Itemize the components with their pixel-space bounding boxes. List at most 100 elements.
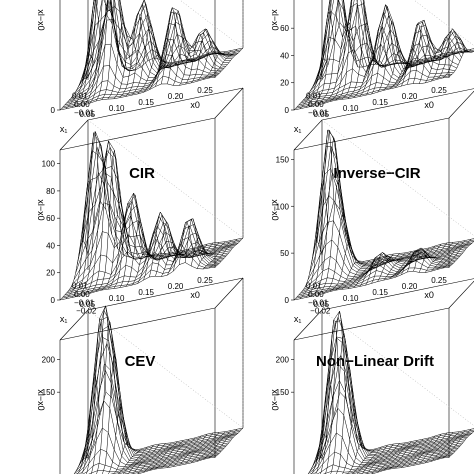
surface-mesh-line [167, 247, 196, 276]
surface-mesh-line [119, 192, 148, 288]
z-axis-label: xl−x0 [36, 9, 46, 30]
x1-tick-label: 0.00 [308, 290, 324, 299]
surface-mesh-line [341, 260, 370, 290]
surface-mesh-line [359, 254, 388, 287]
surface-mesh-line [407, 435, 436, 467]
z-tick-label: 200 [276, 356, 290, 365]
surface-mesh-line [179, 433, 208, 466]
surface-mesh-line [113, 38, 142, 99]
surface-mesh-line [178, 46, 208, 86]
surface-mesh-line [320, 319, 341, 474]
surface-mesh-line [347, 21, 376, 99]
x0-tick-label: 0.20 [168, 92, 184, 101]
surface-mesh-line [305, 129, 335, 298]
surface-mesh-line [214, 427, 244, 458]
surface-mesh-line [430, 36, 460, 82]
surface-mesh-line [81, 376, 101, 474]
surface-mesh-line [89, 140, 119, 294]
x0-axis-label: x0 [190, 290, 200, 300]
x0-tick-label: 0.05 [79, 110, 95, 119]
box-edge [293, 307, 450, 341]
surface-mesh-line [59, 240, 89, 301]
x0-tick-label: 0.20 [168, 282, 184, 291]
box-edge [59, 119, 89, 151]
x0-tick-label: 0.25 [431, 86, 447, 95]
surface-mesh-line [412, 19, 442, 84]
x1-tick-label: 0.01 [306, 282, 322, 291]
x0-axis-label: x0 [424, 290, 434, 300]
surface-mesh-line [89, 10, 119, 104]
x0-tick-label: 0.10 [109, 294, 125, 303]
surface-mesh-line [299, 180, 329, 299]
x0-tick-label: 0.15 [372, 98, 388, 107]
surface-mesh-line [356, 446, 382, 474]
surface-mesh-line [214, 237, 244, 268]
z-tick-label: 150 [42, 388, 56, 397]
box-edge [59, 117, 216, 151]
surface-mesh-line [208, 49, 238, 79]
surface-mesh-line [329, 22, 359, 102]
x0-axis-label: x0 [190, 100, 200, 110]
box-edge [321, 278, 474, 311]
box-dotted-edge [87, 309, 244, 429]
surface-mesh-line [407, 245, 436, 273]
surface-mesh-line [72, 200, 228, 285]
box-edge [293, 119, 323, 151]
x0-tick-label: 0.20 [402, 92, 418, 101]
surface-mesh-line [389, 440, 418, 470]
surface-mesh-line [442, 429, 472, 459]
surface-mesh-line [311, 0, 341, 107]
surface-mesh-line [366, 443, 394, 474]
surface-mesh-line [73, 457, 89, 474]
box-edge [321, 88, 474, 121]
x1-tick-label: 0.01 [72, 282, 88, 291]
surface-mesh-line [371, 252, 400, 284]
z-tick-label: 0 [285, 106, 290, 115]
surface-mesh-line [353, 59, 382, 98]
surface-mesh-line [77, 142, 107, 297]
surface-mesh-line [149, 441, 178, 471]
x0-tick-label: 0.10 [343, 104, 359, 113]
surface-mesh-line [65, 180, 95, 299]
box-edge [214, 277, 244, 309]
x0-tick-label: 0.25 [431, 276, 447, 285]
z-tick-label: 0 [51, 296, 56, 305]
x0-axis-label: x0 [424, 100, 434, 110]
x0-tick-label: 0.10 [343, 294, 359, 303]
surface-mesh-line [359, 57, 388, 97]
surface-mesh-line [136, 456, 216, 474]
surface-mesh-line [293, 241, 323, 301]
x0-tick-label: 0.05 [313, 110, 329, 119]
x1-axis-label: x₁ [294, 124, 302, 134]
surface-mesh-line [309, 2, 465, 93]
surface-mesh-line [77, 0, 107, 107]
x0-tick-label: 0.20 [402, 282, 418, 291]
z-axis-label: xl−x0 [270, 9, 280, 30]
surface-mesh-line [323, 214, 353, 294]
surface-mesh-line [307, 3, 464, 95]
box-dotted-edge [413, 0, 474, 47]
panels-layer: 0xl−x00.010.00−0.010.050.100.150.200.25x… [36, 0, 474, 474]
z-axis-label: xl−x0 [36, 199, 46, 220]
surface-mesh-line [335, 0, 364, 101]
z-tick-label: 60 [46, 214, 55, 223]
surface-mesh-line [137, 253, 166, 284]
surface-mesh-line [436, 28, 466, 80]
surface-mesh-line [401, 437, 430, 468]
surface-mesh-line [325, 311, 347, 474]
surface-mesh-line [317, 179, 347, 296]
surface-mesh-line [113, 203, 142, 289]
x0-tick-label: 0.25 [197, 86, 213, 95]
surface-mesh-line [173, 37, 202, 86]
panel-title-non-linear-drift: Non−Linear Drift [316, 353, 434, 370]
surface-mesh-line [101, 0, 130, 100]
box-edge [214, 87, 244, 119]
surface-mesh-line [424, 49, 454, 84]
surface-mesh-line [155, 37, 184, 87]
x1-tick-label: −0.01 [74, 298, 95, 307]
z-tick-label: 200 [42, 356, 56, 365]
surface-mesh-line [127, 444, 154, 474]
surface-mesh-line [185, 432, 214, 465]
surface-mesh-line [365, 25, 394, 96]
